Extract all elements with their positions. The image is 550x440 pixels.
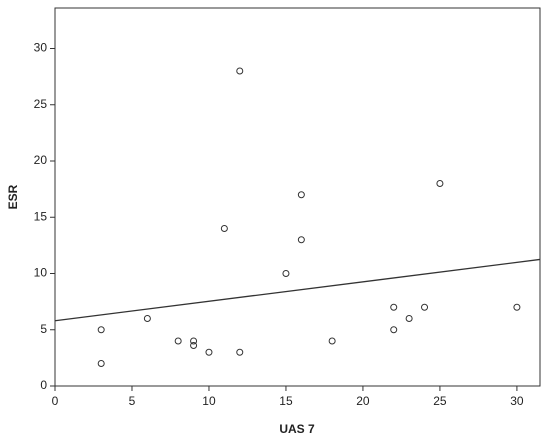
data-point [97, 360, 105, 367]
x-tick-label: 15 [279, 394, 293, 408]
x-tick-label: 25 [433, 394, 447, 408]
x-tick-label: 20 [356, 394, 370, 408]
y-tick-label: 10 [34, 266, 48, 280]
x-tick-label: 30 [510, 394, 524, 408]
data-point [297, 236, 305, 244]
y-tick-label: 25 [34, 97, 48, 111]
data-point [421, 303, 429, 311]
data-point [174, 337, 182, 345]
trend-line [54, 258, 541, 322]
data-point [297, 191, 305, 199]
y-tick-label: 20 [34, 153, 48, 167]
y-tick-label: 30 [34, 41, 48, 55]
data-point [436, 180, 444, 187]
x-tick-label: 5 [129, 394, 136, 408]
y-tick-label: 0 [40, 378, 47, 392]
x-axis-title: UAS 7 [279, 422, 315, 436]
y-tick-label: 15 [34, 209, 48, 223]
data-point [513, 303, 521, 311]
data-point [328, 337, 336, 345]
data-point [190, 342, 198, 349]
data-point [282, 270, 290, 277]
data-point [405, 315, 413, 322]
y-tick-label: 5 [40, 322, 47, 336]
x-tick-label: 0 [52, 394, 59, 408]
data-point [236, 67, 244, 75]
data-point [190, 337, 198, 345]
data-point [390, 326, 398, 334]
data-point [143, 315, 151, 322]
y-axis-title: ESR [6, 184, 20, 209]
data-point [220, 225, 228, 232]
data-point [205, 348, 213, 356]
data-point [390, 303, 398, 311]
data-point [97, 326, 105, 334]
data-point [236, 348, 244, 356]
plot-frame [54, 7, 541, 387]
x-tick-label: 10 [202, 394, 216, 408]
